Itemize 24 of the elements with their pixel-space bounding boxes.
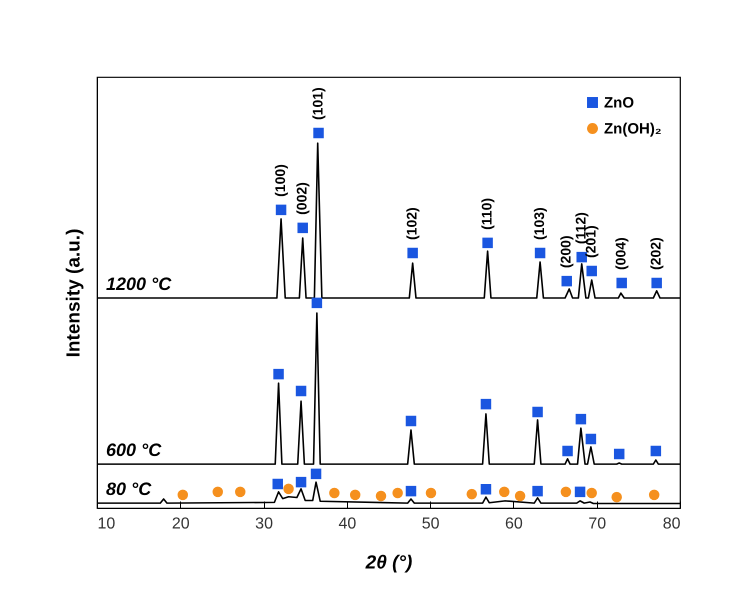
x-axis-title: 2θ (°) [364,552,412,574]
annotation: (101) [310,87,326,120]
x-tick-label: 50 [422,516,440,532]
annotation: (002) [294,182,310,215]
x-tick-label: 70 [588,516,606,532]
x-tick-label: 80 [662,516,681,532]
annotation: (004) [612,237,629,270]
x-tick-label: 60 [505,516,523,532]
series-label: 80 °C [106,479,152,500]
y-axis-title: Intensity (a.u.) [64,228,84,358]
x-tick-label: 40 [338,516,356,532]
annotation: (202) [648,237,664,270]
annotation: (103) [531,207,548,240]
x-tick-label: 10 [98,516,116,532]
legend-label: Zn(OH)₂ [604,120,662,138]
annotation: (100) [272,164,288,197]
series-label: 1200 °C [106,274,172,294]
x-tick-label: 20 [172,516,190,532]
annotation: (110) [478,198,495,230]
x-tick-label: 30 [255,516,274,532]
series-label: 600 °C [106,440,162,460]
annotation: (102) [404,207,420,240]
legend-label: ZnO [604,94,634,112]
annotation: (200) [558,235,574,268]
